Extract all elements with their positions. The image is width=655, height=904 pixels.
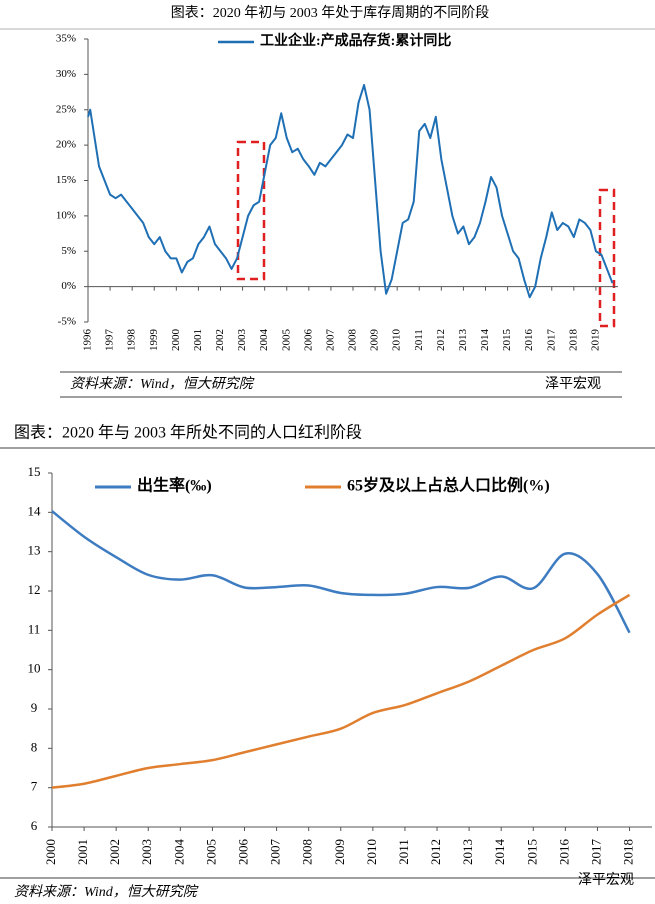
x-tick-label: 2013 [460, 839, 475, 865]
x-tick-label: 2010 [364, 839, 379, 865]
y-tick-label: 20% [56, 139, 76, 151]
x-tick-label: 2007 [268, 839, 283, 866]
y-tick-label: 8 [31, 739, 38, 754]
x-tick-label: 2011 [396, 839, 411, 865]
x-tick-label: 2017 [545, 329, 557, 352]
series-line [51, 510, 631, 634]
x-tick-label: 2019 [589, 329, 601, 352]
y-tick-label: 10% [56, 209, 76, 221]
series-line [51, 593, 631, 789]
x-tick-label: 2009 [369, 329, 381, 352]
x-tick-label: 2008 [300, 839, 315, 865]
x-tick-label: 2016 [523, 329, 535, 352]
source-note: 资料来源：Wind，恒大研究院 [70, 376, 255, 392]
x-tick-label: 2012 [435, 329, 447, 351]
x-tick-label: 2002 [214, 329, 226, 351]
y-tick-label: 11 [28, 621, 41, 636]
y-tick-label: 30% [56, 68, 76, 80]
watermark: 泽平宏观 [578, 872, 634, 888]
x-tick-label: 2018 [621, 839, 636, 865]
x-tick-label: 2012 [428, 839, 443, 865]
chart-title: 图表：2020 年与 2003 年所处不同的人口红利阶段 [14, 424, 362, 442]
y-tick-label: 35% [56, 33, 76, 45]
x-tick-label: 1997 [104, 329, 116, 352]
x-tick-label: 1998 [126, 329, 138, 352]
x-tick-label: 2004 [171, 839, 186, 866]
legend-label: 出生率(‰) [137, 476, 212, 495]
x-tick-label: 1996 [82, 329, 94, 352]
y-tick-label: 0% [61, 280, 76, 292]
x-tick-label: 2007 [324, 329, 336, 352]
legend-label: 65岁及以上占总人口比例(%) [347, 476, 550, 495]
x-tick-label: 2000 [170, 329, 182, 352]
x-tick-label: 2017 [588, 839, 603, 866]
y-tick-label: -5% [58, 316, 76, 328]
x-tick-label: 2015 [501, 329, 513, 352]
x-tick-label: 2006 [235, 839, 250, 866]
x-tick-label: 2018 [567, 329, 579, 352]
chart-title: 图表：2020 年初与 2003 年处于库存周期的不同阶段 [171, 4, 490, 21]
legend-label: 工业企业:产成品存货:累计同比 [260, 32, 451, 49]
x-tick-label: 2006 [302, 329, 314, 352]
y-tick-label: 6 [31, 818, 38, 833]
x-tick-label: 2005 [280, 329, 292, 352]
x-tick-label: 2014 [479, 329, 491, 352]
watermark: 泽平宏观 [545, 376, 601, 392]
x-tick-label: 2011 [413, 329, 425, 351]
y-tick-label: 14 [28, 503, 42, 518]
y-tick-label: 9 [31, 700, 38, 715]
x-tick-label: 2004 [258, 329, 270, 352]
y-tick-label: 15 [28, 464, 41, 479]
x-tick-label: 2009 [332, 839, 347, 865]
x-tick-label: 2002 [107, 839, 122, 865]
series-line [87, 83, 614, 299]
source-note: 资料来源：Wind，恒大研究院 [14, 884, 199, 900]
x-tick-label: 2010 [391, 329, 403, 352]
highlight-box [598, 188, 616, 328]
x-tick-label: 2015 [524, 839, 539, 865]
x-tick-label: 2001 [75, 839, 90, 865]
x-tick-label: 2013 [457, 329, 469, 352]
y-tick-label: 7 [31, 779, 38, 794]
x-tick-label: 2003 [236, 329, 248, 352]
y-tick-label: 25% [56, 103, 76, 115]
x-tick-label: 2005 [203, 839, 218, 865]
x-tick-label: 2003 [139, 839, 154, 865]
y-tick-label: 10 [28, 661, 41, 676]
y-tick-label: 15% [56, 174, 76, 186]
x-tick-label: 2008 [347, 329, 359, 352]
y-tick-label: 12 [28, 582, 41, 597]
y-tick-label: 5% [61, 245, 76, 257]
x-tick-label: 1999 [148, 329, 160, 352]
x-tick-label: 2001 [192, 329, 204, 351]
y-tick-label: 13 [28, 543, 41, 558]
highlight-box [236, 140, 266, 281]
x-tick-label: 2014 [492, 839, 507, 866]
x-tick-label: 2000 [43, 839, 58, 865]
x-tick-label: 2016 [556, 839, 571, 866]
